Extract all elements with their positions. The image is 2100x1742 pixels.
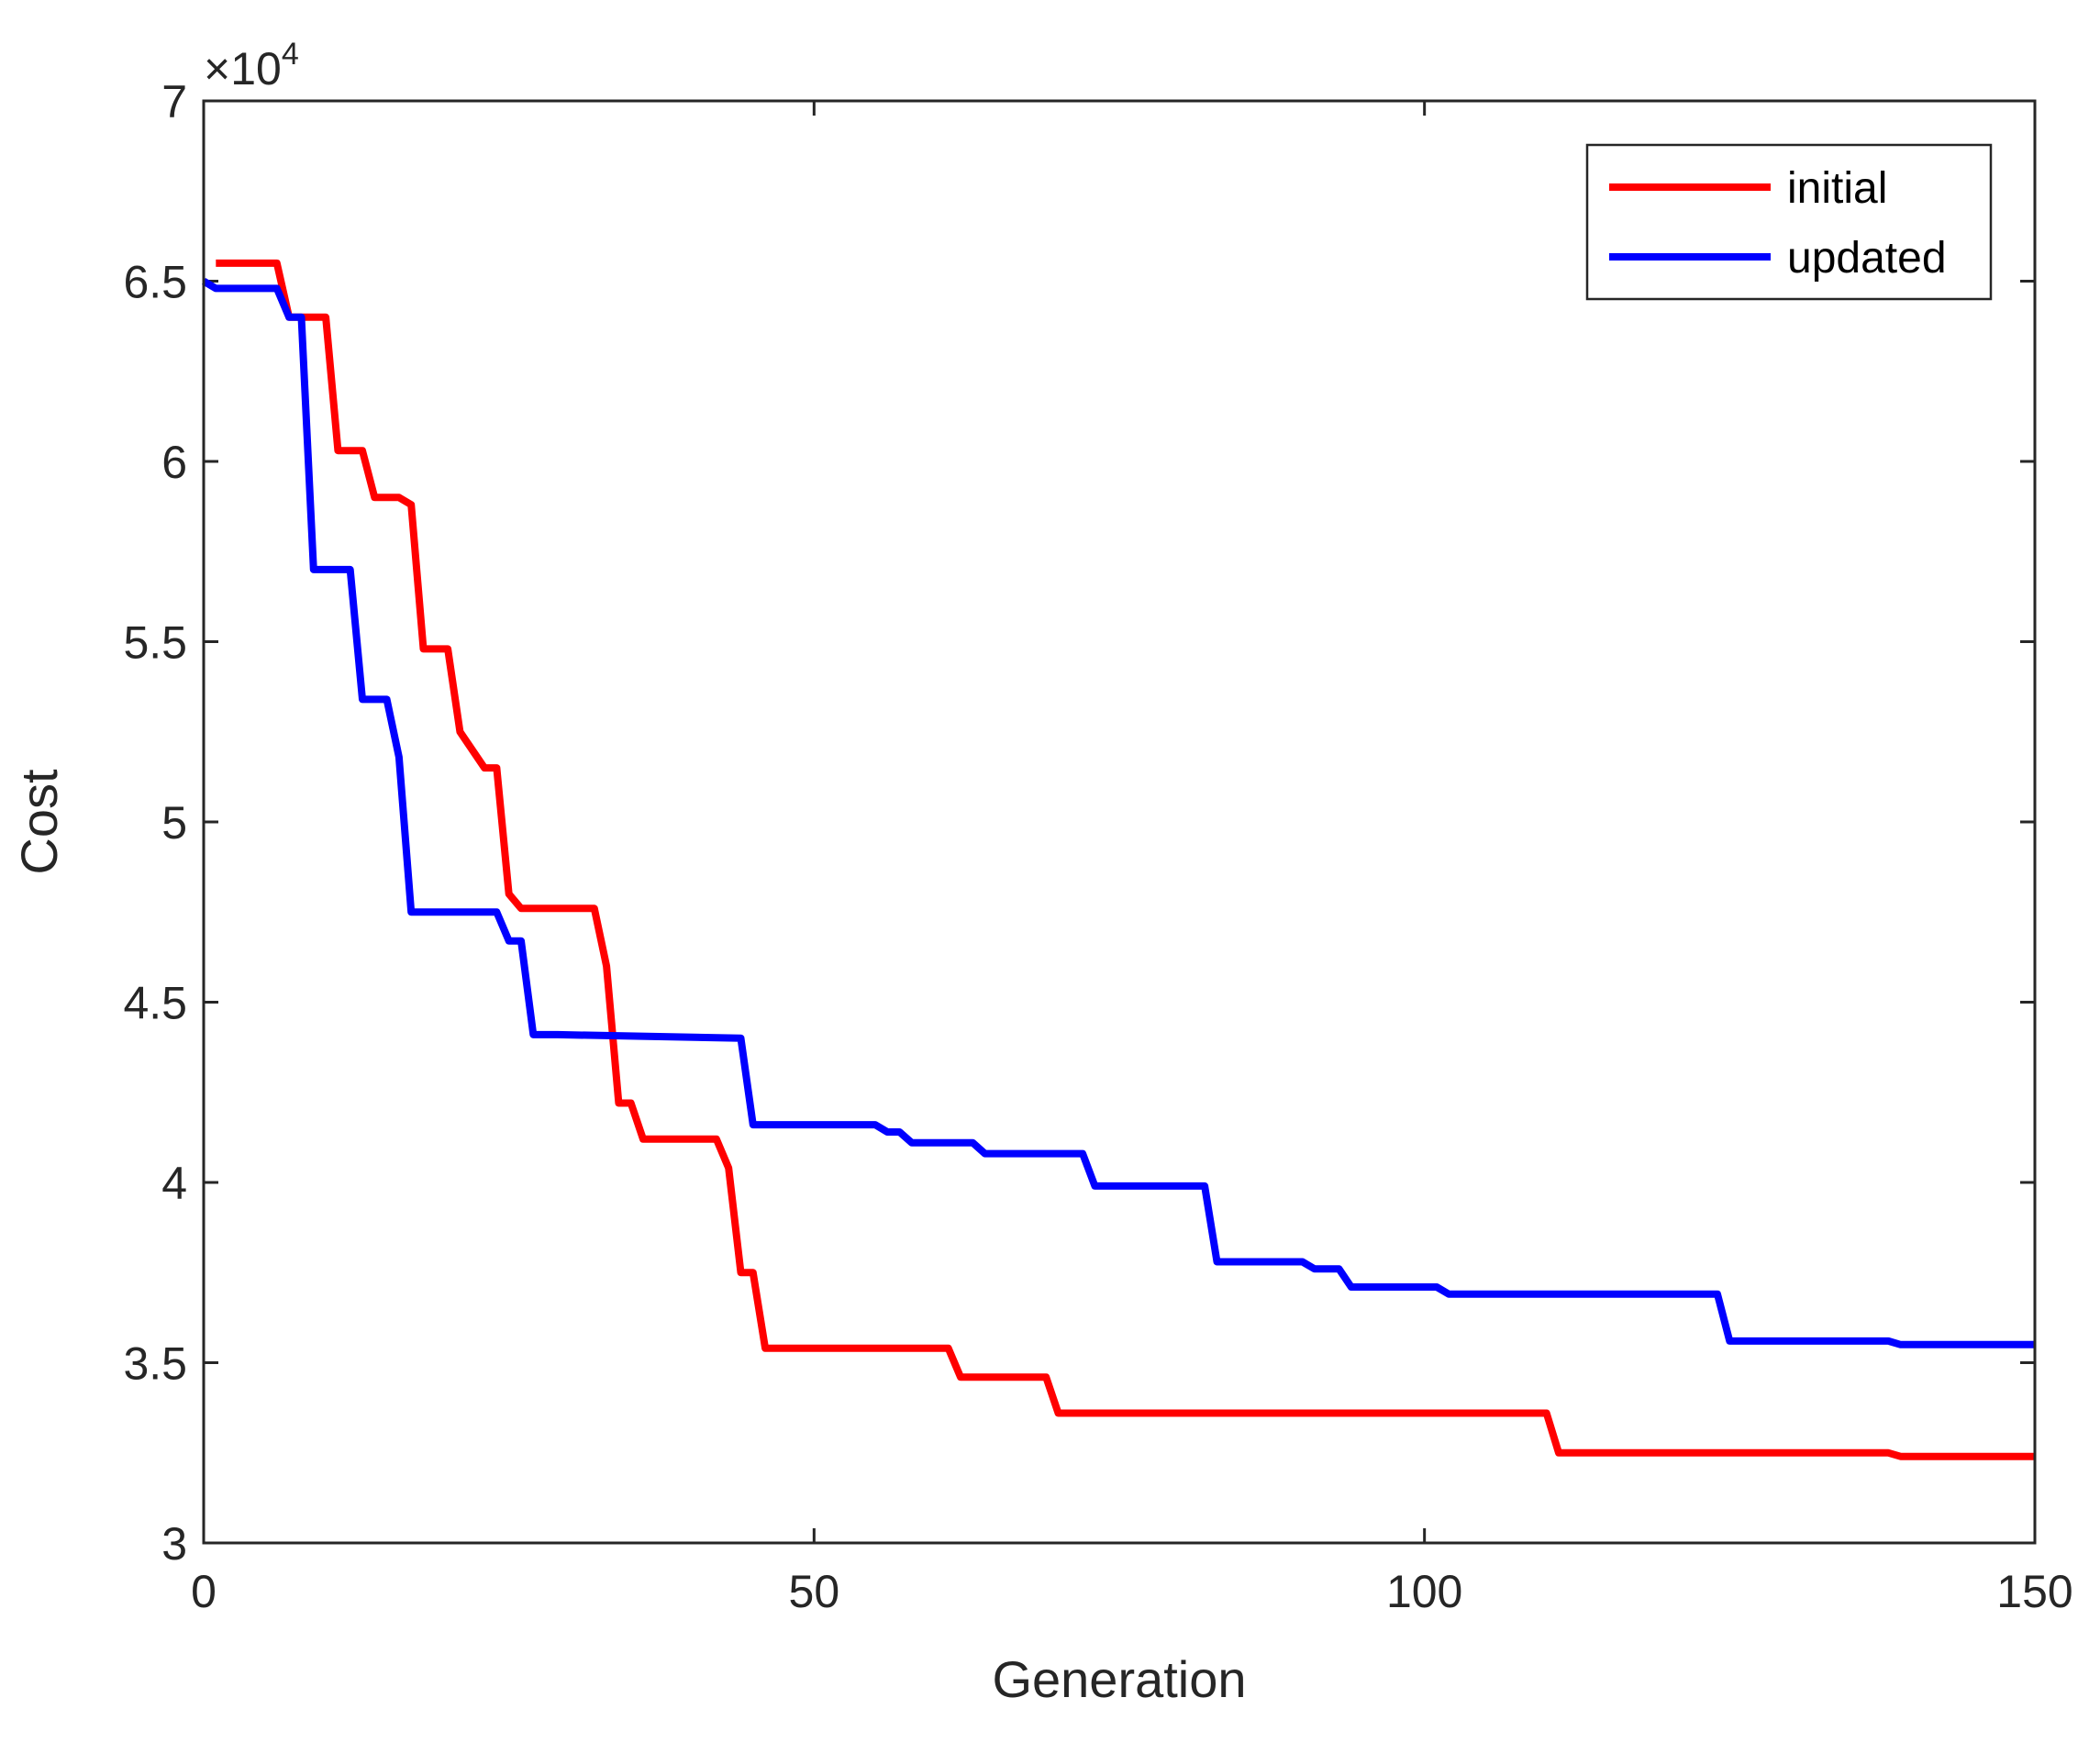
legend: initial updated bbox=[1585, 143, 1993, 301]
y-tick-label: 4.5 bbox=[123, 978, 187, 1029]
y-tick-label: 4 bbox=[161, 1158, 187, 1209]
y-tick-label: 7 bbox=[161, 76, 187, 128]
y-tick-label: 3 bbox=[161, 1518, 187, 1570]
y-tick-label: 6 bbox=[161, 437, 187, 488]
series-lines bbox=[201, 259, 2035, 1460]
x-tick-label: 50 bbox=[789, 1566, 840, 1617]
x-tick-label: 0 bbox=[191, 1566, 217, 1617]
y-tick-label: 3.5 bbox=[123, 1338, 187, 1390]
plot-area bbox=[204, 101, 2035, 1543]
series-line-initial bbox=[216, 259, 2035, 1460]
legend-label-updated: updated bbox=[1787, 234, 1947, 283]
x-tick-label: 100 bbox=[1386, 1566, 1462, 1617]
y-tick-label: 6.5 bbox=[123, 257, 187, 308]
y-axis-exponent: ×104 bbox=[204, 37, 299, 94]
x-axis-title: Generation bbox=[992, 1650, 1246, 1708]
y-tick-label: 5 bbox=[161, 797, 187, 849]
y-axis-title: Cost bbox=[10, 769, 68, 875]
axes-box bbox=[202, 99, 2037, 1545]
series-line-updated bbox=[201, 278, 2035, 1348]
tick-labels: 0 50 100 150 3 3.5 4 4.5 5 5.5 6 6.5 7 bbox=[123, 76, 2072, 1617]
legend-label-initial: initial bbox=[1787, 164, 1887, 213]
legend-box bbox=[1585, 143, 1993, 301]
x-tick-label: 150 bbox=[1996, 1566, 2072, 1617]
y-tick-label: 5.5 bbox=[123, 617, 187, 669]
